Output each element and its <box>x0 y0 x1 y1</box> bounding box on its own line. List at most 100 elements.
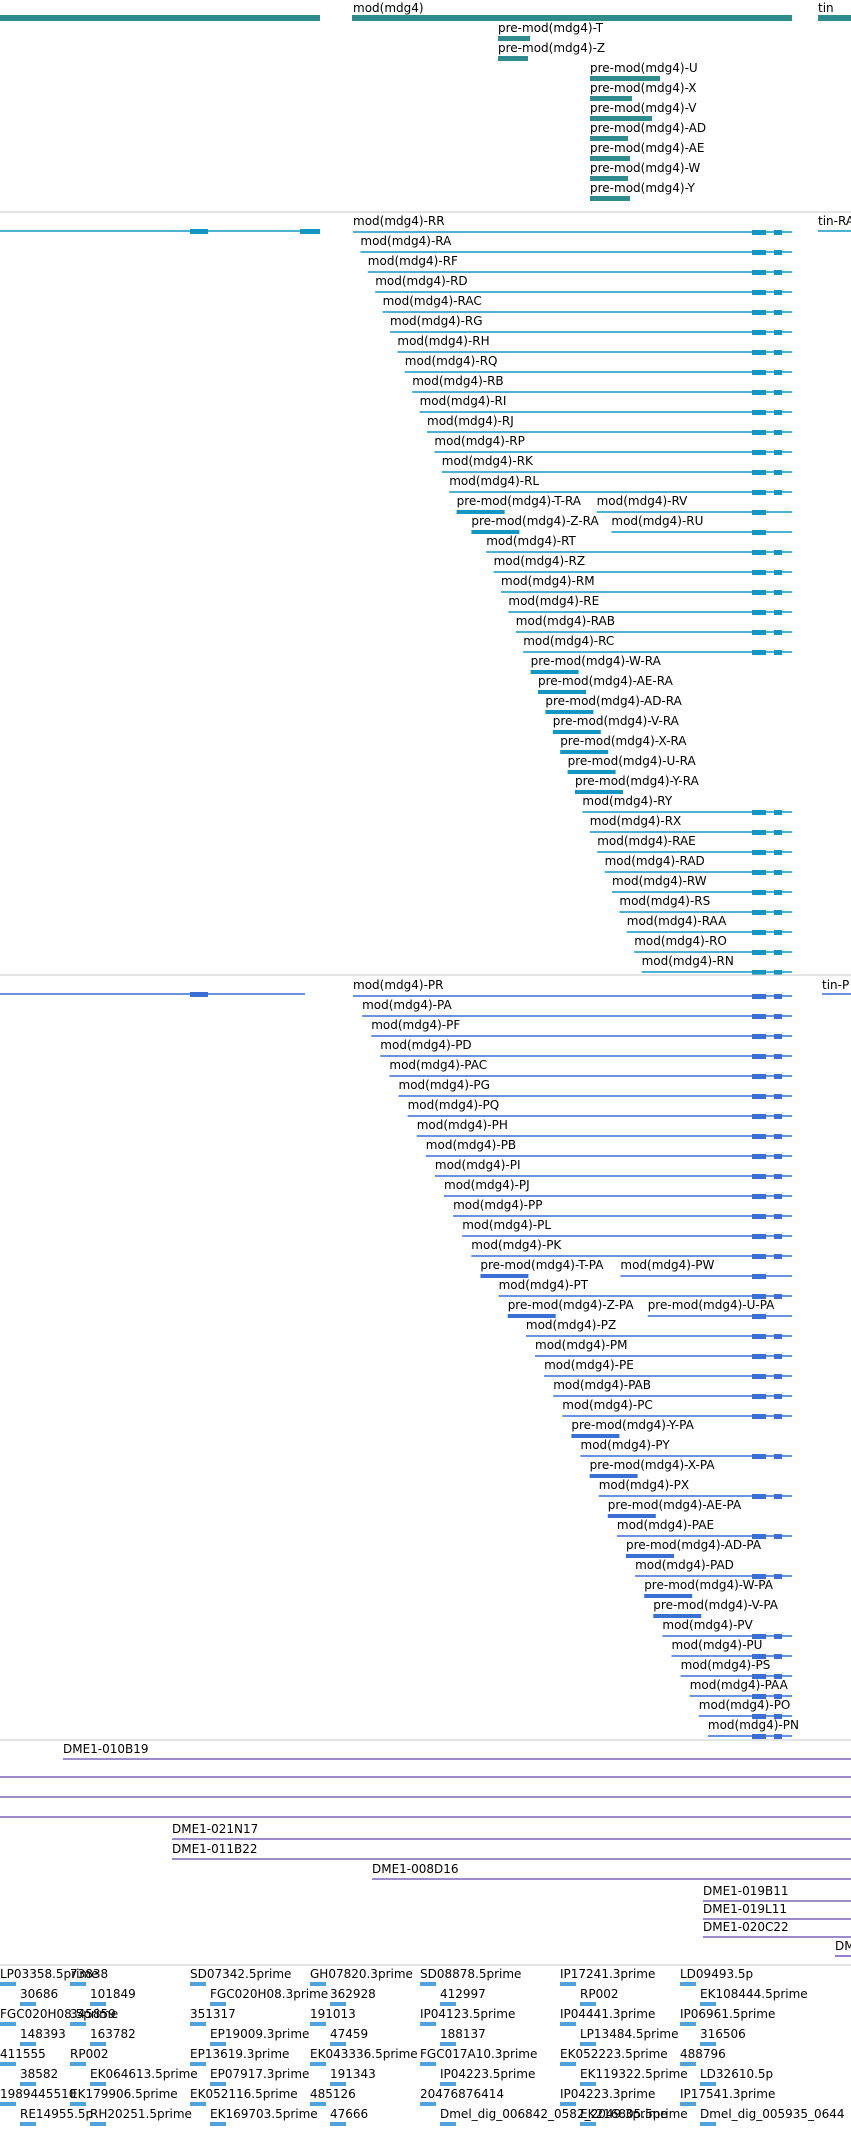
mrna-row[interactable]: pre-mod(mdg4)-W-RA <box>530 654 662 674</box>
protein-row[interactable]: pre-mod(mdg4)-Z-PA <box>507 1298 635 1318</box>
mrna-row[interactable]: mod(mdg4)-RAD <box>604 854 792 875</box>
gene-transcript-row[interactable]: pre-mod(mdg4)-AE <box>590 141 704 161</box>
mrna-row[interactable]: mod(mdg4)-RQ <box>404 354 792 375</box>
protein-row[interactable]: mod(mdg4)-PAC <box>389 1058 792 1079</box>
protein-row[interactable]: mod(mdg4)-PZ <box>525 1318 792 1339</box>
protein-row[interactable]: mod(mdg4)-PA <box>362 998 792 1019</box>
est-row[interactable]: EK179906.5prime <box>70 2087 178 2106</box>
est-row[interactable]: 191013 <box>310 2007 356 2026</box>
mrna-row[interactable]: mod(mdg4)-RU <box>611 514 792 535</box>
gene-transcript-row[interactable]: pre-mod(mdg4)-U <box>590 61 698 81</box>
mrna-row[interactable]: pre-mod(mdg4)-Z-RA <box>471 514 599 534</box>
mrna-row[interactable]: mod(mdg4)-RW <box>612 874 792 895</box>
mrna-row[interactable]: mod(mdg4)-RJ <box>427 414 792 435</box>
est-row[interactable]: Dmel_dig_005935_0644 <box>700 2107 845 2126</box>
mrna-row[interactable]: mod(mdg4)-RB <box>412 374 792 395</box>
protein-row[interactable]: mod(mdg4)-PJ <box>444 1178 792 1199</box>
protein-row[interactable]: mod(mdg4)-PS <box>680 1658 792 1679</box>
est-row[interactable]: EP13619.3prime <box>190 2047 289 2066</box>
protein-row[interactable]: mod(mdg4)-PM <box>535 1338 792 1359</box>
mrna-row[interactable]: pre-mod(mdg4)-U-RA <box>567 754 697 774</box>
protein-row[interactable]: mod(mdg4)-PN <box>707 1718 799 1739</box>
mrna-row[interactable]: mod(mdg4)-RL <box>449 474 792 495</box>
mrna-row[interactable]: mod(mdg4)-RAA <box>626 914 792 935</box>
est-row[interactable]: EK064613.5prime <box>90 2067 198 2086</box>
protein-row[interactable]: mod(mdg4)-PB <box>425 1138 792 1159</box>
est-row[interactable]: 20476876414 <box>420 2087 504 2106</box>
mrna-row[interactable]: mod(mdg4)-RF <box>367 254 792 275</box>
mrna-row[interactable]: pre-mod(mdg4)-Y-RA <box>575 774 700 794</box>
mrna-row[interactable]: mod(mdg4)-RAC <box>382 294 792 315</box>
clone-row[interactable]: DME1-008D16 <box>372 1862 851 1880</box>
protein-row[interactable]: mod(mdg4)-PV <box>662 1618 792 1639</box>
est-row[interactable]: 485126 <box>310 2087 356 2106</box>
mrna-row[interactable]: mod(mdg4)-RR <box>353 214 792 235</box>
protein-row[interactable]: mod(mdg4)-PH <box>416 1118 792 1139</box>
est-row[interactable]: 191343 <box>330 2067 376 2086</box>
mrna-row[interactable]: mod(mdg4)-RK <box>441 454 792 475</box>
mrna-row[interactable]: mod(mdg4)-RO <box>634 934 792 955</box>
mrna-row[interactable]: mod(mdg4)-RS <box>619 894 792 915</box>
est-row[interactable]: RH20251.5prime <box>90 2107 192 2126</box>
est-row[interactable]: SD08878.5prime <box>420 1967 521 1986</box>
gene-transcript-row[interactable]: pre-mod(mdg4)-T <box>498 21 604 41</box>
protein-row[interactable]: mod(mdg4)-PG <box>398 1078 793 1099</box>
est-row[interactable]: 488796 <box>680 2047 726 2066</box>
est-row[interactable]: 351317 <box>190 2007 236 2026</box>
est-row[interactable]: EK119322.5prime <box>580 2067 688 2086</box>
mrna-row[interactable]: mod(mdg4)-RD <box>375 274 792 295</box>
est-row[interactable]: Dmel_dig_006842_0582_2049.3prime <box>440 2107 668 2126</box>
mrna-row[interactable]: mod(mdg4)-RG <box>390 314 792 335</box>
mrna-row[interactable]: pre-mod(mdg4)-X-RA <box>560 734 687 754</box>
protein-row[interactable]: mod(mdg4)-PC <box>562 1398 792 1419</box>
clone-row[interactable]: DME1-019B11 <box>703 1884 851 1902</box>
mrna-row[interactable]: pre-mod(mdg4)-T-RA <box>456 494 582 514</box>
est-row[interactable]: RP002 <box>70 2047 108 2066</box>
gene-transcript-row[interactable]: pre-mod(mdg4)-X <box>590 81 697 101</box>
est-row[interactable]: 362928 <box>330 1987 376 2006</box>
protein-row[interactable]: pre-mod(mdg4)-W-PA <box>644 1578 774 1598</box>
est-row[interactable]: EP07917.3prime <box>210 2067 309 2086</box>
protein-row[interactable]: mod(mdg4)-PY <box>580 1438 793 1459</box>
mrna-row[interactable]: mod(mdg4)-RH <box>397 334 792 355</box>
mrna-row[interactable]: mod(mdg4)-RT <box>486 534 792 555</box>
protein-row[interactable]: mod(mdg4)-PQ <box>407 1098 792 1119</box>
gene-transcript-row[interactable]: pre-mod(mdg4)-AD <box>590 121 706 141</box>
est-row[interactable]: LD09493.5p <box>680 1967 753 1986</box>
est-row[interactable]: RP002 <box>580 1987 618 2006</box>
mrna-row[interactable]: mod(mdg4)-RV <box>596 494 792 515</box>
mrna-row[interactable]: mod(mdg4)-RZ <box>493 554 792 575</box>
clone-row[interactable]: DME1-011B22 <box>172 1842 851 1860</box>
mrna-row[interactable]: mod(mdg4)-RN <box>641 954 792 975</box>
est-row[interactable]: LP13484.5prime <box>580 2027 679 2046</box>
protein-row[interactable]: pre-mod(mdg4)-Y-PA <box>571 1418 695 1438</box>
est-row[interactable]: IP17241.3prime <box>560 1967 655 1986</box>
protein-row[interactable]: mod(mdg4)-PAE <box>616 1518 792 1539</box>
clone-row[interactable]: DME1-010B19 <box>63 1742 851 1760</box>
est-row[interactable]: IP17541.3prime <box>680 2087 775 2106</box>
mrna-row[interactable]: mod(mdg4)-RI <box>419 394 792 415</box>
est-row[interactable]: IP04441.3prime <box>560 2007 655 2026</box>
protein-row[interactable]: mod(mdg4)-PO <box>698 1698 792 1719</box>
protein-row[interactable]: mod(mdg4)-PU <box>671 1638 793 1659</box>
est-row[interactable]: 148393 <box>20 2027 66 2046</box>
protein-row[interactable]: pre-mod(mdg4)-U-PA <box>647 1298 792 1319</box>
est-row[interactable]: 316506 <box>700 2027 746 2046</box>
est-row[interactable]: IP06961.5prime <box>680 2007 775 2026</box>
protein-row[interactable]: mod(mdg4)-PK <box>471 1238 792 1259</box>
mrna-row[interactable]: mod(mdg4)-RM <box>501 574 792 595</box>
clone-row[interactable]: DM <box>835 1939 851 1957</box>
est-row[interactable]: LP03358.5prime <box>0 1967 99 1986</box>
est-row[interactable]: EK169703.5prime <box>210 2107 318 2126</box>
mrna-row[interactable]: mod(mdg4)-RAB <box>515 614 792 635</box>
protein-row[interactable]: pre-mod(mdg4)-AD-PA <box>626 1538 762 1558</box>
gene-feature[interactable] <box>352 15 792 21</box>
mrna-row[interactable]: mod(mdg4)-RC <box>523 634 792 655</box>
mrna-row[interactable]: pre-mod(mdg4)-V-RA <box>552 714 680 734</box>
mrna-row[interactable]: pre-mod(mdg4)-AD-RA <box>545 694 683 714</box>
protein-row[interactable]: mod(mdg4)-PAB <box>553 1378 792 1399</box>
est-row[interactable]: SD07342.5prime <box>190 1967 291 1986</box>
clone-row[interactable]: DME1-019L11 <box>703 1902 851 1920</box>
mrna-row[interactable]: mod(mdg4)-RAE <box>597 834 792 855</box>
gene-transcript-row[interactable]: pre-mod(mdg4)-V <box>590 101 697 121</box>
